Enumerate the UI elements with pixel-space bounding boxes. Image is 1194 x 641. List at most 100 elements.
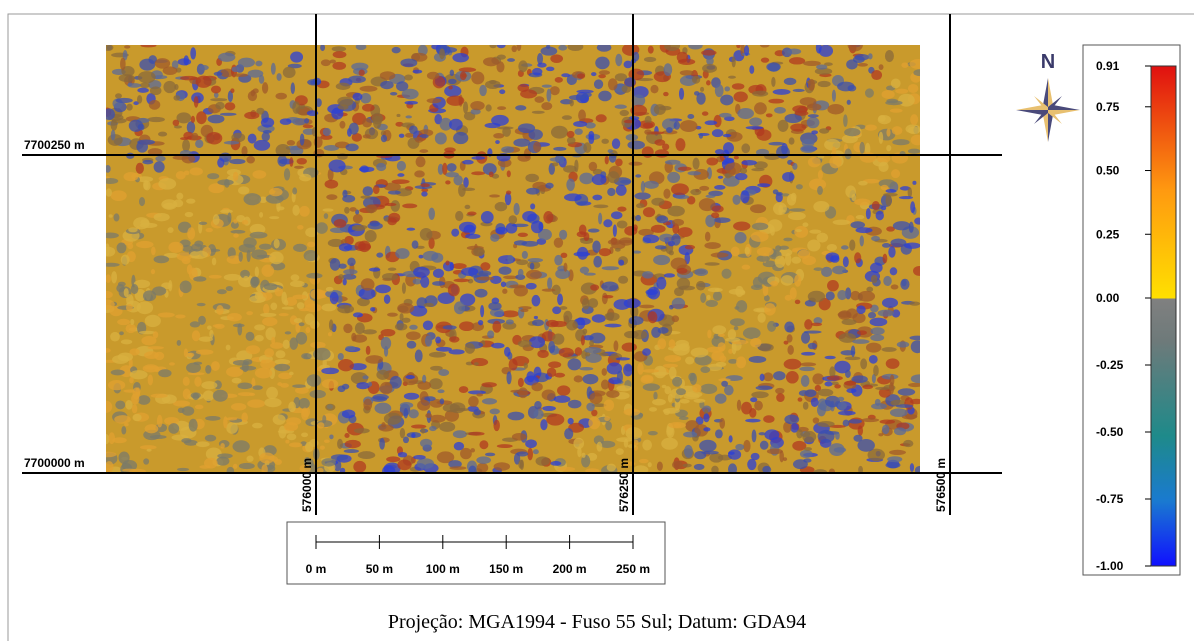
texture bbox=[112, 118, 127, 123]
texture bbox=[355, 241, 366, 251]
texture bbox=[790, 287, 797, 299]
texture bbox=[248, 70, 264, 78]
texture bbox=[407, 341, 417, 349]
texture bbox=[588, 417, 600, 430]
texture bbox=[908, 149, 920, 154]
texture bbox=[233, 73, 248, 77]
texture bbox=[220, 209, 233, 213]
texture bbox=[824, 139, 840, 150]
texture bbox=[580, 267, 589, 274]
texture bbox=[590, 284, 599, 290]
texture bbox=[425, 335, 432, 346]
texture bbox=[869, 355, 878, 364]
texture bbox=[588, 229, 600, 233]
texture bbox=[282, 307, 294, 310]
texture bbox=[310, 390, 326, 399]
texture bbox=[196, 111, 207, 124]
texture bbox=[448, 86, 452, 90]
texture bbox=[733, 222, 750, 231]
texture bbox=[757, 255, 770, 262]
texture bbox=[299, 398, 310, 409]
texture bbox=[615, 105, 627, 109]
texture bbox=[854, 54, 869, 61]
texture bbox=[208, 115, 225, 124]
texture bbox=[358, 451, 375, 459]
texture bbox=[669, 339, 676, 348]
texture bbox=[402, 204, 417, 209]
texture bbox=[882, 425, 889, 435]
texture bbox=[226, 345, 231, 351]
texture bbox=[283, 67, 296, 78]
texture bbox=[789, 57, 805, 64]
texture bbox=[798, 250, 810, 259]
texture bbox=[718, 176, 723, 179]
texture bbox=[885, 100, 902, 105]
texture bbox=[705, 232, 711, 242]
texture bbox=[201, 381, 217, 389]
texture bbox=[756, 386, 773, 391]
texture bbox=[642, 440, 652, 451]
texture bbox=[605, 421, 612, 430]
texture bbox=[878, 162, 888, 172]
texture bbox=[908, 383, 923, 387]
texture bbox=[119, 331, 124, 335]
texture bbox=[616, 357, 630, 360]
texture bbox=[559, 306, 567, 310]
texture bbox=[693, 158, 700, 170]
texture bbox=[568, 418, 574, 425]
texture bbox=[244, 193, 262, 205]
texture bbox=[297, 225, 304, 230]
texture bbox=[461, 267, 478, 276]
texture bbox=[395, 323, 408, 330]
texture bbox=[532, 68, 542, 76]
texture bbox=[858, 181, 868, 186]
texture bbox=[632, 330, 647, 339]
texture bbox=[616, 448, 624, 455]
texture bbox=[858, 291, 875, 302]
texture bbox=[424, 396, 436, 401]
texture bbox=[132, 414, 141, 421]
texture bbox=[895, 89, 908, 94]
texture bbox=[397, 459, 411, 470]
texture bbox=[732, 195, 740, 205]
texture bbox=[816, 65, 827, 70]
texture bbox=[816, 233, 828, 243]
texture bbox=[328, 332, 332, 336]
texture bbox=[914, 218, 923, 225]
texture bbox=[214, 72, 223, 76]
texture bbox=[790, 124, 806, 132]
texture bbox=[187, 227, 195, 240]
texture bbox=[491, 343, 504, 349]
texture bbox=[857, 63, 868, 67]
texture bbox=[901, 62, 908, 68]
texture bbox=[800, 97, 817, 106]
texture bbox=[300, 134, 305, 146]
texture bbox=[671, 258, 687, 270]
texture bbox=[868, 312, 876, 318]
texture bbox=[108, 432, 115, 444]
texture bbox=[246, 345, 260, 354]
texture bbox=[427, 72, 439, 80]
texture bbox=[592, 314, 606, 323]
texture bbox=[284, 168, 290, 180]
texture bbox=[150, 86, 162, 95]
texture bbox=[607, 188, 615, 196]
texture bbox=[827, 376, 843, 381]
texture bbox=[402, 282, 406, 293]
texture bbox=[711, 212, 719, 218]
texture bbox=[186, 363, 201, 373]
texture bbox=[883, 193, 898, 197]
texture bbox=[525, 174, 539, 182]
texture bbox=[169, 362, 175, 365]
texture bbox=[413, 70, 423, 74]
texture bbox=[239, 244, 256, 253]
texture bbox=[781, 275, 794, 286]
texture bbox=[189, 419, 198, 432]
scale-label: 150 m bbox=[489, 562, 523, 576]
texture bbox=[674, 423, 682, 428]
texture bbox=[385, 203, 397, 206]
texture bbox=[132, 404, 138, 413]
texture bbox=[856, 227, 873, 233]
texture bbox=[706, 80, 711, 85]
texture bbox=[488, 302, 501, 310]
